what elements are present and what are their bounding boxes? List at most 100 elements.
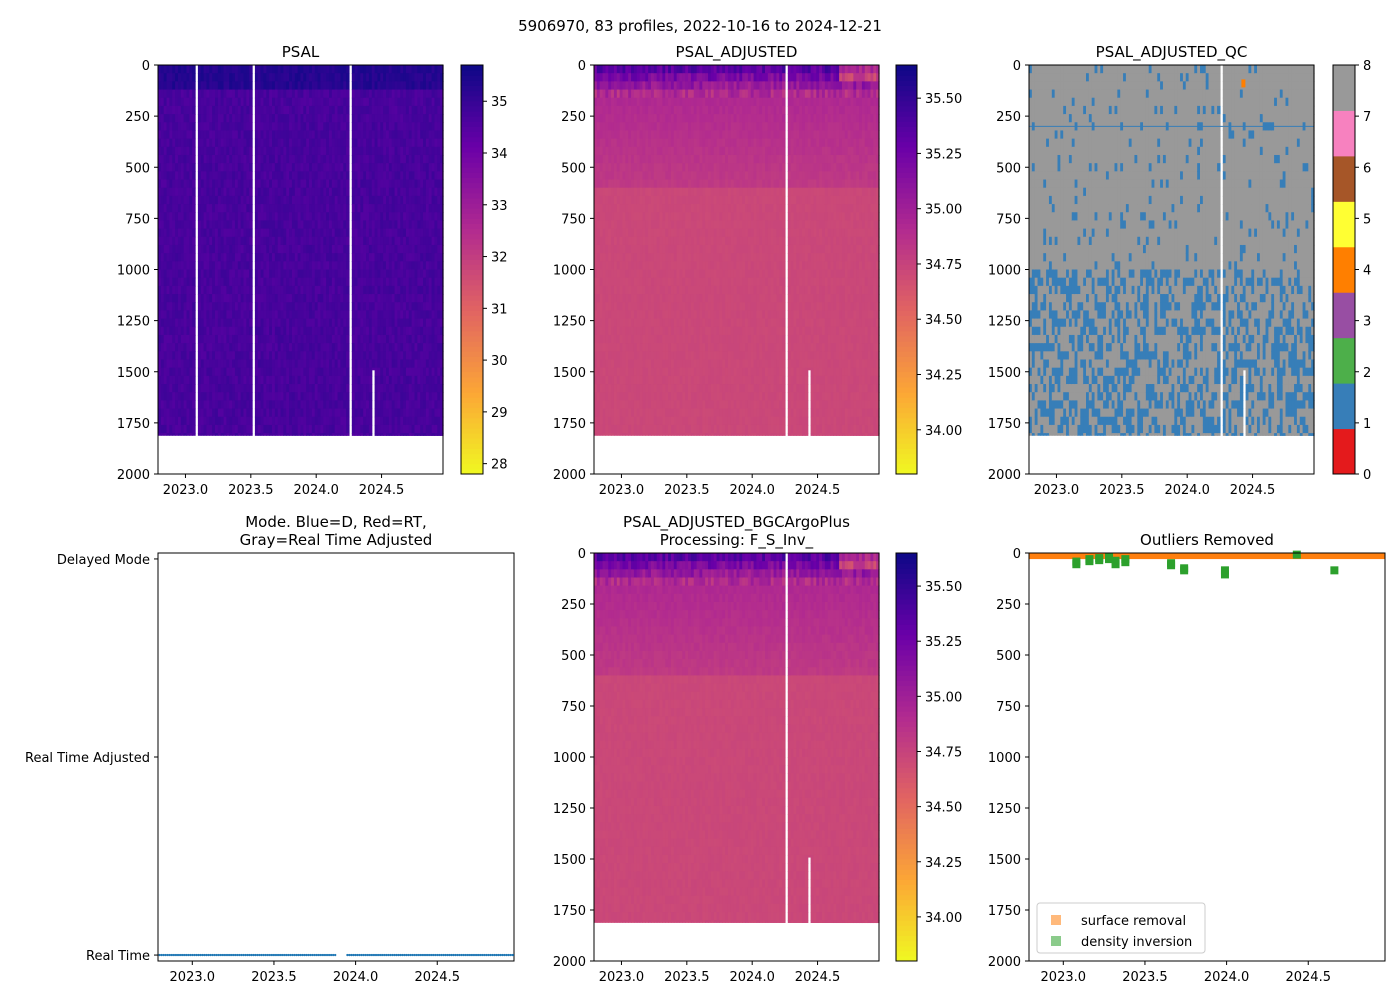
heatmap-cell — [189, 302, 193, 311]
heatmap-cell — [180, 326, 185, 336]
heatmap-cell — [169, 146, 173, 156]
heatmap-cell — [217, 81, 222, 91]
heatmap-cell — [215, 302, 219, 311]
colorbar-segment — [461, 412, 483, 419]
heatmap-cell — [160, 302, 165, 311]
heatmap-cell — [158, 179, 162, 189]
heatmap-cell — [346, 277, 350, 287]
heatmap-cell — [197, 171, 202, 181]
heatmap-cell — [169, 384, 173, 393]
colorbar-segment — [461, 433, 483, 439]
heatmap-cell — [217, 105, 222, 115]
heatmap-cell — [158, 343, 162, 352]
colorbar-segment — [461, 162, 483, 168]
heatmap-cell — [166, 416, 170, 426]
heatmap-cell — [160, 65, 165, 74]
heatmap-cell — [203, 122, 208, 132]
heatmap-cell — [197, 236, 202, 246]
heatmap-cell — [183, 424, 188, 434]
heatmap-cell — [215, 195, 219, 205]
heatmap-cell — [249, 433, 253, 436]
heatmap-cell — [172, 122, 176, 132]
heatmap-cell — [192, 204, 196, 213]
heatmap-cell — [215, 244, 219, 254]
heatmap-cell — [169, 244, 173, 254]
heatmap-cell — [346, 163, 350, 172]
heatmap-cell — [186, 212, 190, 222]
heatmap-cell — [209, 384, 213, 393]
heatmap-cell — [183, 171, 188, 181]
heatmap-cell — [368, 392, 373, 401]
heatmap-cell — [177, 416, 182, 426]
heatmap-cell — [197, 433, 202, 436]
y-tick-label: 1250 — [117, 315, 150, 330]
heatmap-cell — [177, 195, 182, 205]
heatmap-cell — [206, 359, 210, 369]
heatmap-cell — [186, 244, 190, 254]
heatmap-cell — [217, 195, 222, 205]
heatmap-cell — [249, 253, 253, 262]
heatmap-cell — [249, 302, 253, 311]
heatmap-cell — [217, 318, 222, 328]
heatmap-cell — [166, 114, 170, 123]
heatmap-cell — [177, 269, 182, 279]
heatmap-cell — [189, 114, 193, 123]
heatmap-cell — [175, 400, 179, 410]
heatmap-cell — [186, 236, 190, 246]
colorbar-segment — [461, 254, 483, 260]
heatmap-cell — [200, 81, 205, 91]
y-tick-label: 0 — [142, 59, 150, 74]
heatmap-cell — [217, 384, 222, 393]
colorbar-tick-label: 34 — [491, 147, 508, 162]
heatmap-cell — [217, 416, 222, 426]
heatmap-cell — [209, 424, 213, 434]
heatmap-cell — [180, 236, 185, 246]
heatmap-cell — [209, 105, 213, 115]
heatmap-cell — [249, 343, 253, 352]
heatmap-cell — [209, 400, 213, 410]
heatmap-cell — [163, 195, 168, 205]
heatmap-cell — [206, 294, 210, 303]
heatmap-cell — [189, 154, 193, 164]
heatmap-cell — [175, 220, 179, 230]
colorbar-segment — [461, 351, 483, 357]
heatmap-cell — [169, 220, 173, 230]
heatmap-cell — [175, 228, 179, 238]
heatmap-cell — [172, 424, 176, 434]
colorbar-tick-label: 33 — [491, 199, 508, 214]
heatmap-cell — [200, 392, 205, 401]
heatmap-cell — [200, 236, 205, 246]
heatmap-cell — [160, 204, 165, 213]
heatmap-cell — [203, 285, 208, 295]
heatmap-cell — [172, 204, 176, 213]
heatmap-cell — [203, 65, 208, 74]
heatmap-cell — [160, 424, 165, 434]
heatmap-cell — [200, 244, 205, 254]
heatmap-cell — [189, 163, 193, 172]
heatmap-cell — [206, 122, 210, 132]
heatmap-cell — [209, 253, 213, 262]
heatmap-cell — [217, 228, 222, 238]
heatmap-cell — [212, 343, 216, 352]
heatmap-cell — [197, 212, 202, 222]
heatmap-cell — [192, 285, 196, 295]
heatmap-cell — [206, 187, 210, 197]
heatmap-cell — [175, 65, 179, 74]
heatmap-cell — [217, 179, 222, 189]
heatmap-cell — [158, 81, 162, 91]
colorbar-segment — [461, 376, 483, 383]
heatmap-cell — [215, 310, 219, 320]
heatmap-cell — [177, 367, 182, 377]
heatmap-cell — [169, 277, 173, 287]
heatmap-cell — [160, 81, 165, 91]
colorbar-segment — [461, 187, 483, 194]
heatmap-cell — [169, 163, 173, 172]
colorbar-segment — [461, 80, 483, 86]
heatmap-cell — [163, 277, 168, 287]
heatmap-cell — [203, 269, 208, 279]
colorbar-segment — [461, 95, 483, 102]
heatmap-cell — [166, 138, 170, 148]
heatmap-cell — [183, 261, 188, 271]
heatmap-cell — [209, 73, 213, 82]
heatmap-cell — [215, 89, 219, 99]
